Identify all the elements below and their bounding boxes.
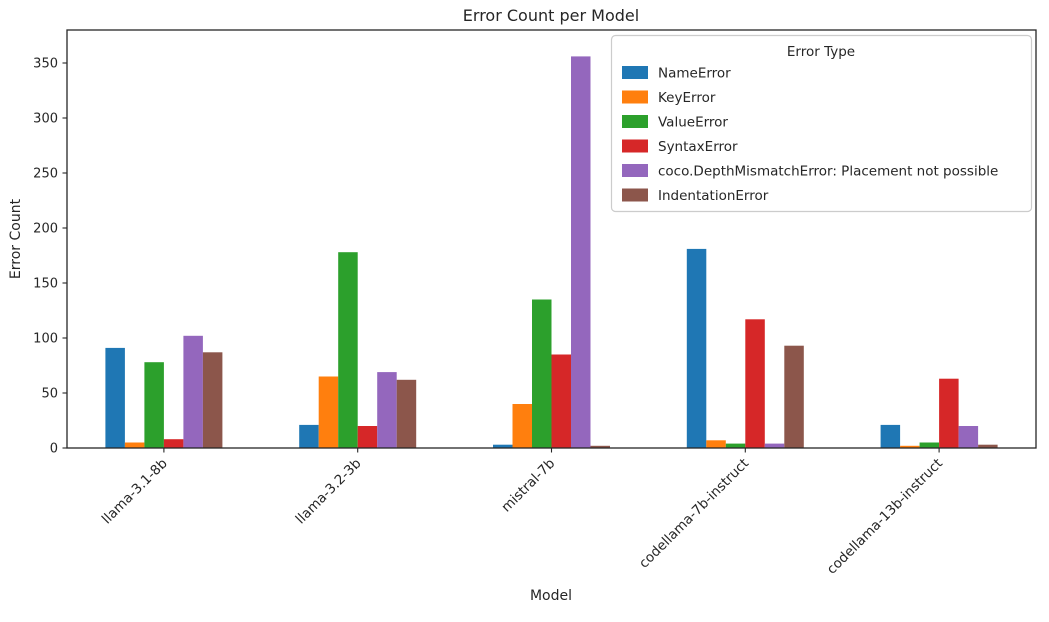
- bar-keyerror-codellama-7b-instruct: [706, 440, 726, 448]
- y-tick-label: 300: [33, 112, 58, 127]
- bar-keyerror-mistral-7b: [512, 404, 532, 448]
- legend-title: Error Type: [787, 44, 855, 60]
- legend-label-1: NameError: [658, 66, 731, 82]
- bar-indentationerror-mistral-7b: [590, 445, 610, 448]
- bar-keyerror-codellama-13b-instruct: [900, 445, 920, 448]
- bar-nameerror-codellama-7b-instruct: [686, 248, 707, 448]
- legend-swatch-4: [622, 139, 648, 153]
- bar-indentationerror-codellama-7b-instruct: [784, 345, 804, 448]
- bar-coco-llama-3.1-8b: [183, 335, 203, 448]
- legend-label-4: SyntaxError: [658, 139, 738, 155]
- bar-valueerror-mistral-7b: [532, 299, 552, 448]
- bar-keyerror-llama-3.2-3b: [318, 376, 339, 448]
- y-tick-label: 150: [33, 277, 58, 292]
- y-tick-label: 250: [33, 167, 58, 182]
- x-tick-label: codellama-7b-instruct: [636, 456, 752, 572]
- x-axis-label: Model: [530, 588, 572, 604]
- bar-keyerror-llama-3.1-8b: [124, 442, 145, 448]
- x-tick-label: llama-3.1-8b: [99, 456, 171, 528]
- bar-coco-mistral-7b: [571, 56, 591, 449]
- x-tick-label: codellama-13b-instruct: [824, 456, 946, 578]
- y-tick-label: 100: [33, 332, 58, 347]
- chart-title: Error Count per Model: [463, 6, 639, 25]
- y-axis-label: Error Count: [8, 198, 24, 279]
- legend-items: NameError KeyError ValueError SyntaxError co…: [622, 66, 998, 204]
- bar-coco-codellama-7b-instruct: [764, 443, 785, 448]
- bar-syntaxerror-mistral-7b: [551, 354, 571, 448]
- y-tick-label: 350: [33, 57, 58, 72]
- y-tick-label: 50: [41, 387, 58, 402]
- bar-syntaxerror-llama-3.2-3b: [357, 426, 378, 448]
- legend-box: [610, 34, 1033, 213]
- y-tick-label: 200: [33, 222, 58, 237]
- bar-coco-codellama-13b-instruct: [958, 426, 979, 448]
- bar-valueerror-llama-3.2-3b: [338, 252, 358, 448]
- legend-label-6: IndentationError: [658, 188, 769, 204]
- legend-swatch-6: [622, 188, 648, 202]
- legend-swatch-5: [622, 164, 648, 177]
- legend: Error Type NameError KeyError ValueError Sy…: [610, 34, 1033, 213]
- legend-label-3: ValueError: [658, 115, 728, 131]
- bar-indentationerror-llama-3.2-3b: [396, 379, 417, 448]
- legend-label-2: KeyError: [658, 90, 716, 106]
- bar-coco-llama-3.2-3b: [377, 372, 397, 448]
- bar-syntaxerror-codellama-7b-instruct: [745, 319, 765, 448]
- bar-syntaxerror-codellama-13b-instruct: [939, 378, 959, 448]
- axes-spines: [66, 29, 1037, 449]
- bar-nameerror-llama-3.2-3b: [299, 424, 319, 448]
- bar-nameerror-codellama-13b-instruct: [880, 424, 901, 448]
- legend-swatch-3: [622, 115, 648, 128]
- bar-nameerror-llama-3.1-8b: [105, 347, 125, 448]
- bar-syntaxerror-llama-3.1-8b: [163, 439, 184, 448]
- x-tick-label: mistral-7b: [498, 456, 558, 516]
- bar-indentationerror-llama-3.1-8b: [202, 352, 223, 448]
- bar-nameerror-mistral-7b: [493, 444, 513, 448]
- x-tick-label: llama-3.2-3b: [293, 456, 365, 528]
- y-tick-label: 0: [50, 442, 58, 457]
- legend-label-5: coco.DepthMismatchError: Placement not p…: [658, 164, 998, 180]
- legend-swatch-1: [622, 66, 648, 79]
- legend-swatch-2: [622, 90, 648, 104]
- bar-valueerror-codellama-7b-instruct: [725, 443, 746, 448]
- bar-indentationerror-codellama-13b-instruct: [978, 444, 998, 448]
- bar-valueerror-llama-3.1-8b: [144, 362, 164, 448]
- bar-valueerror-codellama-13b-instruct: [919, 442, 940, 448]
